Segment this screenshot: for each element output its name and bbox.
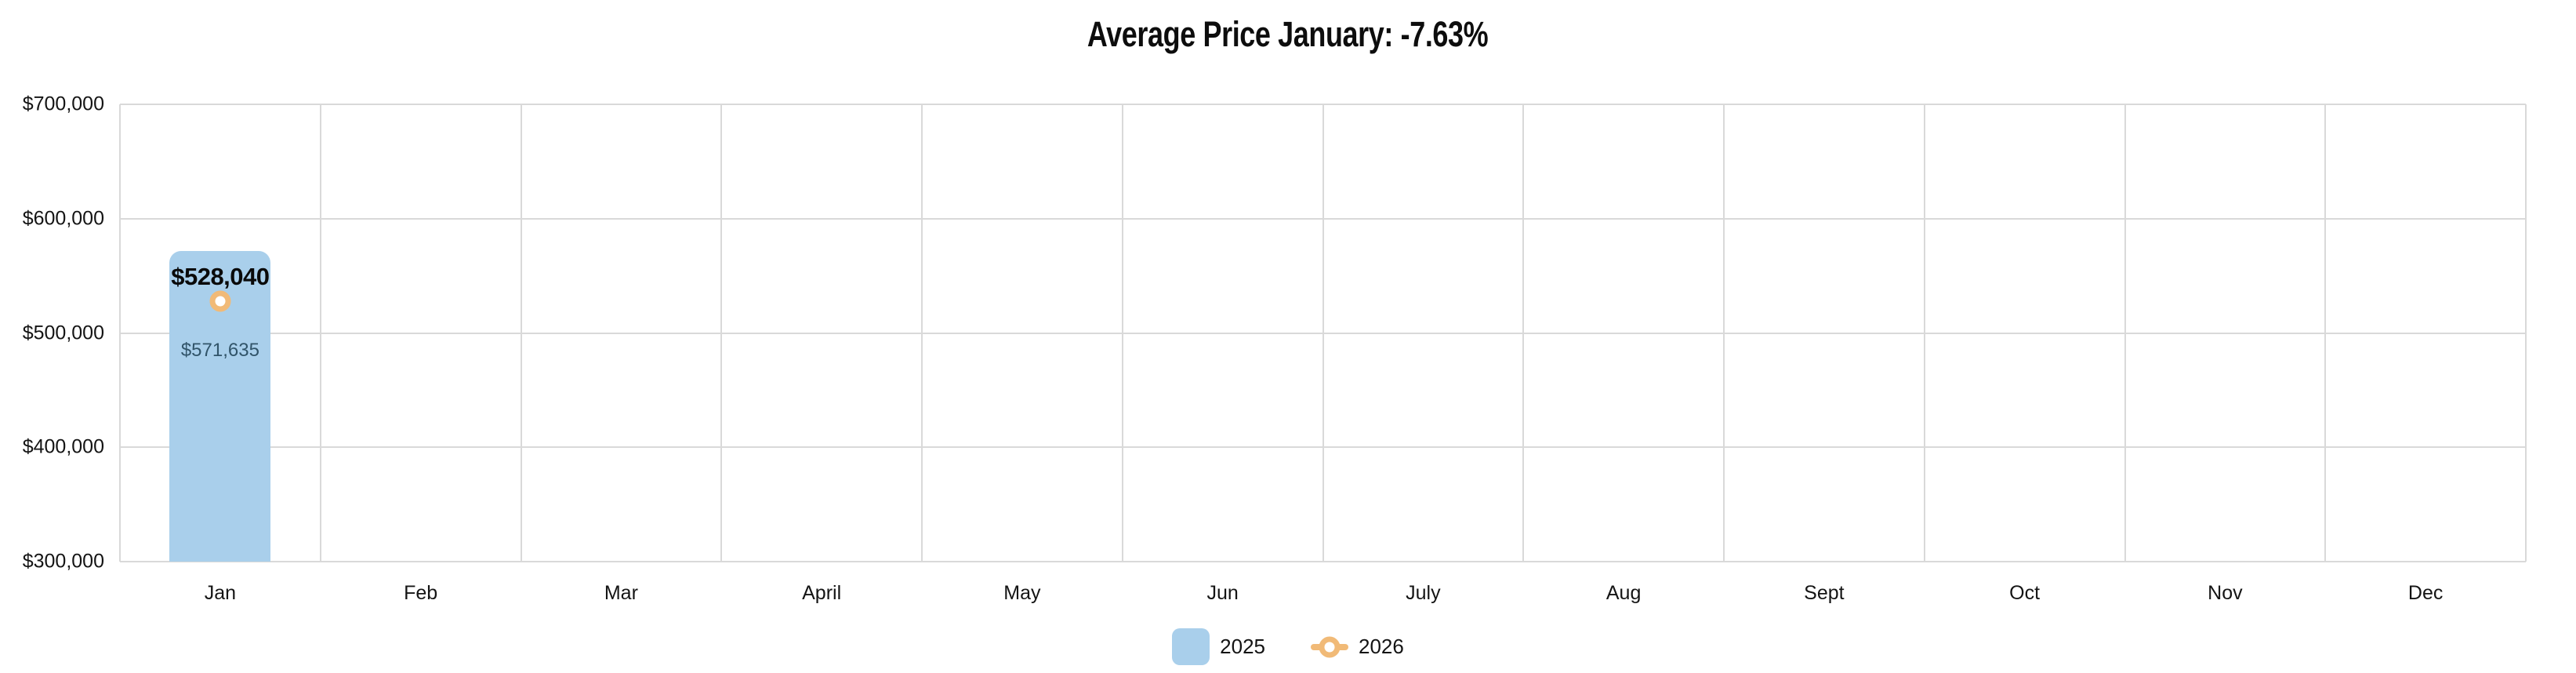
gridline-vertical [1723,104,1725,562]
gridline-vertical [1923,104,1925,562]
y-axis-tick-label: $600,000 [22,207,104,230]
y-axis-tick-label: $500,000 [22,322,104,344]
chart-title: Average Price January: -7.63% [0,14,2576,55]
x-axis-label-jan: Jan [204,582,237,604]
x-axis-label-mar: Mar [604,582,638,604]
x-axis-label-jun: Jun [1206,582,1239,604]
chart-title-text: Average Price January: -7.63% [1087,14,1489,54]
gridline-vertical [921,104,923,562]
y-axis-tick-label: $300,000 [22,550,104,573]
gridline-vertical [1522,104,1525,562]
x-axis-label-nov: Nov [2208,582,2243,604]
line-series-marker-icon [1311,628,1348,665]
gridline-vertical [720,104,723,562]
gridline-vertical [2324,104,2327,562]
gridline-vertical [319,104,321,562]
legend: 2025 2026 [0,628,2576,665]
gridline-vertical [520,104,522,562]
line-series-ring-icon [1319,636,1341,657]
gridline-vertical [119,104,121,562]
legend-label-2026: 2026 [1359,635,1404,658]
x-axis-label-may: May [1003,582,1041,604]
x-axis-label-dec: Dec [2407,582,2444,604]
gridline-vertical [1121,104,1123,562]
gridline-vertical [1322,104,1324,562]
x-axis-label-feb: Feb [404,582,438,604]
data-label-2025: $571,635 [180,339,259,361]
gridline-vertical [2124,104,2126,562]
x-axis-label-april: April [802,582,842,604]
gridline-vertical [2525,104,2527,562]
x-axis-label-sept: Sept [1804,582,1845,604]
y-axis-tick-label: $400,000 [22,435,104,458]
legend-label-2025: 2025 [1220,635,1265,658]
data-label-2026: $528,040 [171,262,270,290]
bar-series-swatch-icon [1172,628,1210,665]
legend-item-2025[interactable]: 2025 [1172,628,1265,665]
gridline-horizontal [120,561,2526,562]
x-axis-label-oct: Oct [2009,582,2041,604]
x-axis-label-aug: Aug [1605,582,1642,604]
x-axis-label-july: July [1406,582,1441,604]
y-axis-tick-label: $700,000 [22,93,104,115]
point-2026-jan[interactable] [209,290,231,312]
legend-item-2026[interactable]: 2026 [1311,628,1404,665]
